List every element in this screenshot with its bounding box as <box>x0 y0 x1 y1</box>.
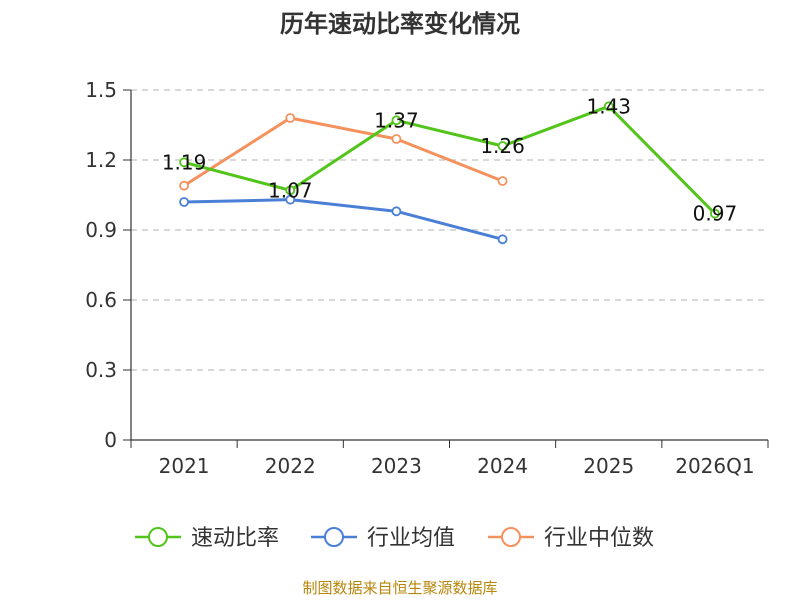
legend-marker <box>148 527 168 547</box>
data-point <box>285 113 296 123</box>
series-line <box>184 198 503 241</box>
legend-label: 行业均值 <box>367 526 455 551</box>
y-tick-label: 0 <box>104 428 117 452</box>
data-label: 1.43 <box>586 94 631 118</box>
data-point <box>391 134 402 144</box>
chart-title: 历年速动比率变化情况 <box>280 10 520 38</box>
y-tick-label: 0.6 <box>85 288 117 312</box>
data-point <box>497 141 508 151</box>
data-point <box>391 115 402 126</box>
data-labels: 1.19 1.07 1.37 1.26 1.43 0.97 <box>162 94 737 225</box>
x-tick-label: 2024 <box>477 454 528 478</box>
legend: 速动比率 行业均值 行业中位数 <box>135 526 654 551</box>
legend-item[interactable]: 行业中位数 <box>488 526 654 551</box>
data-point <box>179 180 189 191</box>
series-line <box>183 104 716 215</box>
data-label: 1.07 <box>268 178 313 202</box>
data-point <box>285 194 296 205</box>
data-point <box>179 157 189 168</box>
axes: 0 0.3 0.6 0.9 1.2 1.5 2021 2022 2023 2024 2025 2026… <box>85 78 769 478</box>
y-tick-label: 0.9 <box>85 218 117 242</box>
data-point <box>603 101 614 112</box>
series-2 <box>179 113 508 191</box>
y-tick-label: 0.3 <box>85 358 117 382</box>
legend-item[interactable]: 速动比率 <box>135 526 279 551</box>
legend-marker <box>501 527 521 547</box>
data-point <box>497 176 508 186</box>
series-0 <box>179 101 720 219</box>
x-tick-label: 2025 <box>583 454 634 478</box>
plot-area <box>179 101 720 245</box>
legend-label: 行业中位数 <box>544 526 654 551</box>
data-point <box>285 185 296 196</box>
data-label: 0.97 <box>693 202 738 226</box>
data-point <box>497 234 508 245</box>
data-label: 1.19 <box>162 150 207 174</box>
x-tick-label: 2026Q1 <box>675 454 754 478</box>
x-tick-label: 2022 <box>265 454 316 478</box>
y-tick-label: 1.2 <box>85 148 117 172</box>
data-point <box>179 197 189 207</box>
y-tick-label: 1.5 <box>85 78 117 102</box>
x-tick-label: 2023 <box>371 454 422 478</box>
legend-item[interactable]: 行业均值 <box>311 526 455 551</box>
legend-marker <box>324 527 344 547</box>
series-1 <box>179 194 508 245</box>
data-label: 1.37 <box>374 108 419 132</box>
x-tick-label: 2021 <box>159 454 210 478</box>
legend-label: 速动比率 <box>191 526 279 551</box>
data-label: 1.26 <box>480 134 525 158</box>
data-point <box>391 206 402 217</box>
series-line <box>183 116 504 187</box>
data-point <box>710 208 720 219</box>
source-note: 制图数据来自恒生聚源数据库 <box>302 579 497 597</box>
